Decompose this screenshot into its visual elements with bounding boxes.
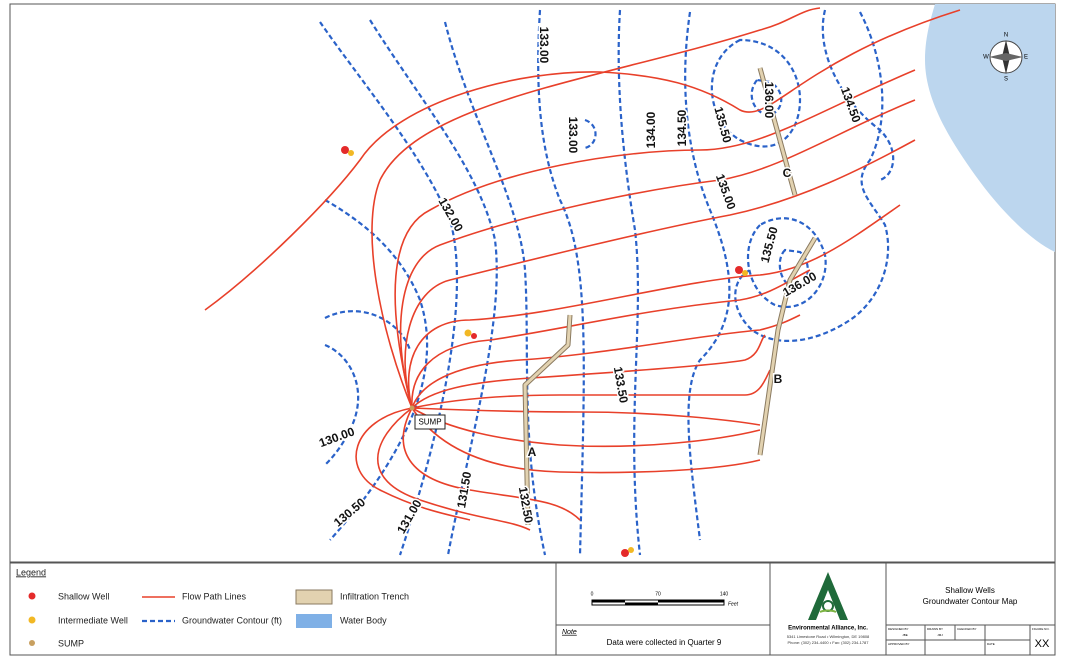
field-label: DATE	[987, 642, 995, 646]
scale-bar	[592, 600, 625, 603]
contour-label: 134.00	[644, 111, 658, 148]
wells	[341, 127, 748, 557]
field-label: CHECKED BY	[957, 627, 977, 631]
company-logo	[808, 572, 848, 620]
field-label: DRAWN BY	[927, 627, 943, 631]
field-label: FIGURE NO.	[1032, 627, 1050, 631]
note-label: Note	[562, 629, 577, 636]
contour-label: 136.00	[762, 82, 776, 119]
map-title: Groundwater Contour Map	[923, 597, 1018, 606]
contour-label: 133.00	[537, 27, 551, 64]
legend-item: Water Body	[340, 615, 387, 625]
contour-label: 133.00	[566, 117, 580, 154]
field-value: JBE	[902, 633, 908, 637]
trench-label: A	[528, 445, 537, 459]
compass-n: N	[1004, 33, 1008, 39]
compass-w: W	[983, 55, 989, 61]
legend-icon	[296, 614, 332, 628]
field-label: APPROVED BY	[888, 642, 910, 646]
infiltration-trenches	[522, 67, 818, 526]
scale-bar	[625, 602, 658, 605]
legend-icon	[28, 592, 36, 600]
map-title: Shallow Wells	[945, 586, 995, 595]
company-name: Environmental Alliance, Inc.	[788, 626, 868, 632]
legend-item: SUMP	[58, 638, 84, 648]
trench-label: C	[783, 166, 792, 180]
info-panel: Legend Shallow Well Intermediate Well SU…	[9, 562, 1056, 656]
map-frame	[9, 3, 1056, 563]
scale-bar	[658, 600, 724, 603]
sump-box	[414, 414, 446, 430]
scale-tick: 70	[655, 591, 661, 597]
legend-item: Infiltration Trench	[340, 591, 409, 601]
legend-item: Groundwater Contour (ft)	[182, 615, 282, 625]
field-value: JMJ	[937, 633, 943, 637]
compass-e: E	[1024, 55, 1028, 61]
legend-item: Intermediate Well	[58, 615, 128, 625]
flow-paths	[204, 7, 961, 531]
contours	[319, 9, 895, 556]
compass: N E S W	[983, 33, 1028, 83]
legend-icon	[29, 640, 35, 646]
trench-label: B	[774, 372, 783, 386]
scale-tick: 0	[591, 591, 594, 597]
compass-s: S	[1004, 77, 1008, 83]
legend-title: Legend	[16, 567, 46, 577]
figure-number: XX	[1035, 638, 1050, 650]
scale-tick: 140	[720, 591, 729, 597]
legend-item: Shallow Well	[58, 591, 109, 601]
sump-label: SUMP	[418, 418, 441, 427]
company-phone: Phone: (302) 234-4400 • Fax: (302) 234-1…	[787, 640, 869, 645]
contour-label: 134.50	[675, 109, 689, 146]
legend-icon	[28, 616, 36, 624]
note-text: Data were collected in Quarter 9	[607, 638, 722, 647]
legend-icon	[295, 589, 333, 605]
water-body	[925, 4, 1055, 252]
legend-item: Flow Path Lines	[182, 591, 247, 601]
field-label: DESIGNED BY	[888, 627, 909, 631]
scale-unit: Feet	[728, 601, 739, 607]
company-address: 5341 Limestone Road • Wilmington, DE 198…	[787, 634, 870, 639]
